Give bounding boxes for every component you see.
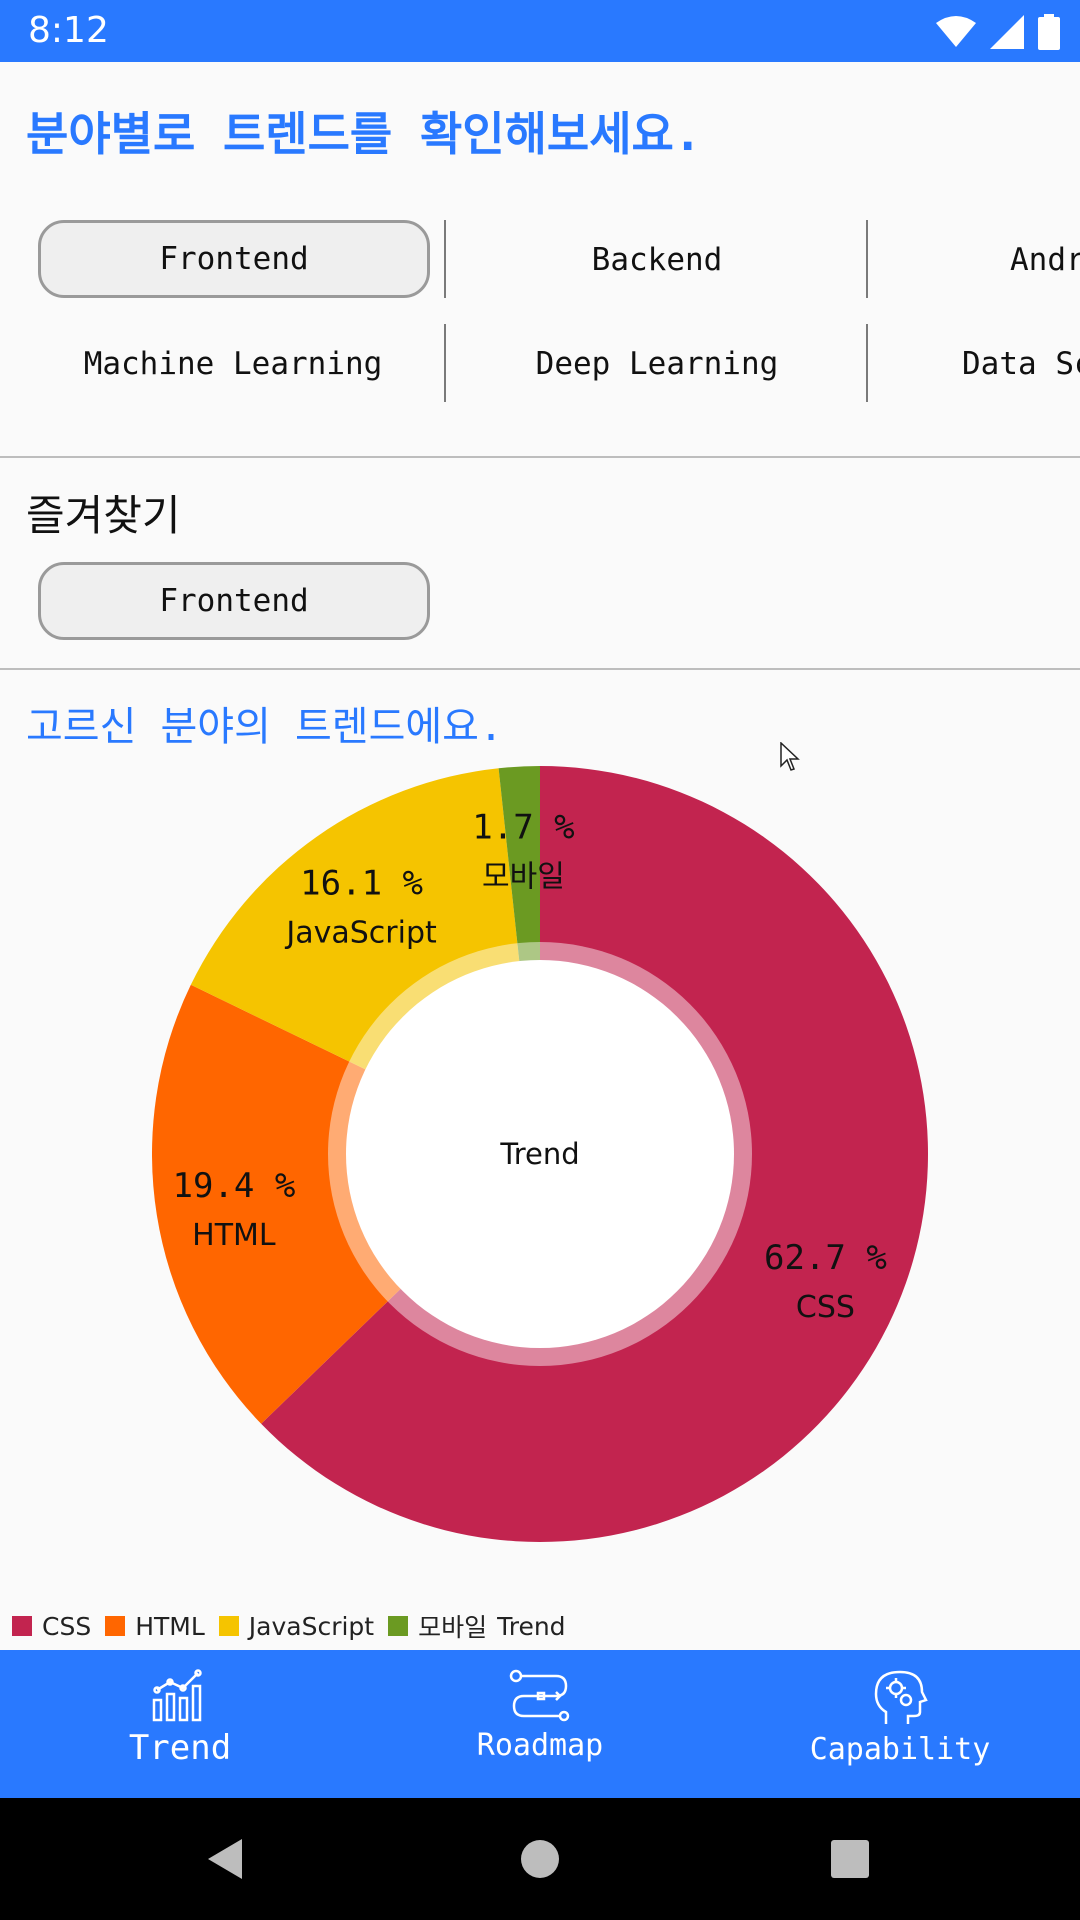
mouse-cursor-icon	[780, 742, 800, 771]
slice-name-label: CSS	[796, 1290, 855, 1325]
legend-swatch	[105, 1616, 126, 1636]
chart-legend: CSS HTML JavaScript 모바일 Trend	[12, 1608, 566, 1644]
slice-percent-label: 1.7 %	[472, 807, 574, 847]
nav-label: Capability	[809, 1732, 991, 1767]
legend-item-javascript: JavaScript	[218, 1611, 375, 1641]
legend-swatch	[218, 1616, 239, 1636]
favorites-title: 즐겨찾기	[26, 491, 181, 540]
field-row-2: Machine Learning Deep Learning Data Sc	[0, 324, 1080, 404]
roadmap-icon	[509, 1669, 570, 1722]
field-chip-android[interactable]: Andr	[1010, 242, 1080, 278]
legend-swatch	[12, 1616, 32, 1636]
field-divider	[444, 324, 446, 402]
legend-swatch	[388, 1616, 409, 1636]
slice-percent-label: 19.4 %	[172, 1166, 295, 1206]
chart-hole	[346, 960, 734, 1348]
legend-label: HTML	[135, 1611, 205, 1641]
pie-slice-2[interactable]	[152, 984, 540, 1424]
legend-suffix: Trend	[497, 1611, 566, 1641]
trend-donut-chart: Trend 62.7 % CSS 19.4 % HTML 16.1 % JavaScript…	[152, 766, 928, 1542]
field-divider	[866, 324, 868, 402]
status-icons	[936, 12, 1060, 52]
nav-label: Roadmap	[476, 1728, 604, 1763]
legend-item-html: HTML	[105, 1612, 205, 1641]
battery-icon	[1038, 14, 1060, 50]
status-time: 8:12	[28, 10, 109, 51]
page-title: 분야별로 트렌드를 확인해보세요.	[26, 107, 702, 161]
field-chip-frontend[interactable]: Frontend	[38, 220, 430, 298]
slice-name-label: JavaScript	[284, 915, 437, 950]
legend-label: 모바일	[418, 1613, 488, 1642]
legend-item-css: CSS	[12, 1612, 91, 1641]
field-chip-deep-learning[interactable]: Deep Learning	[535, 346, 779, 382]
bottom-navigation: Trend Roadmap Capability	[0, 1650, 1080, 1798]
brain-gear-icon	[874, 1670, 928, 1724]
field-chip-machine-learning[interactable]: Machine Learning	[83, 346, 383, 382]
chart-icon	[152, 1669, 202, 1722]
recents-square-icon	[831, 1840, 869, 1878]
wifi-icon	[936, 16, 976, 47]
trend-section-title: 고르신 분야의 트렌드에요.	[26, 704, 504, 750]
slice-name-label: 모바일	[482, 859, 565, 894]
favorite-chip-frontend[interactable]: Frontend	[38, 562, 430, 640]
nav-label: Trend	[128, 1728, 232, 1768]
nav-item-trend[interactable]: Trend	[0, 1650, 360, 1798]
back-triangle-icon	[208, 1839, 242, 1879]
slice-name-label: HTML	[192, 1218, 276, 1253]
nav-item-capability[interactable]: Capability	[720, 1650, 1080, 1798]
back-button[interactable]	[164, 1798, 284, 1920]
status-bar: 8:12	[0, 0, 1080, 62]
chart-center-label: Trend	[499, 1137, 579, 1171]
field-divider	[866, 220, 868, 298]
recents-button[interactable]	[790, 1798, 910, 1920]
legend-label: CSS	[42, 1611, 92, 1641]
cellular-signal-icon	[990, 15, 1024, 49]
slice-percent-label: 62.7 %	[764, 1238, 887, 1278]
field-chip-data-science[interactable]: Data Sc	[962, 346, 1080, 382]
section-divider	[0, 668, 1080, 670]
section-divider	[0, 456, 1080, 458]
nav-item-roadmap[interactable]: Roadmap	[360, 1650, 720, 1798]
system-navigation-bar	[0, 1798, 1080, 1920]
legend-label: JavaScript	[248, 1611, 375, 1641]
home-button[interactable]	[480, 1798, 600, 1920]
field-row-1: Frontend Backend Andr	[0, 220, 1080, 300]
home-circle-icon	[521, 1840, 559, 1878]
field-chip-backend[interactable]: Backend	[591, 242, 723, 278]
field-divider	[444, 220, 446, 298]
legend-item-mobile: 모바일 Trend	[388, 1608, 566, 1644]
slice-percent-label: 16.1 %	[300, 863, 423, 903]
